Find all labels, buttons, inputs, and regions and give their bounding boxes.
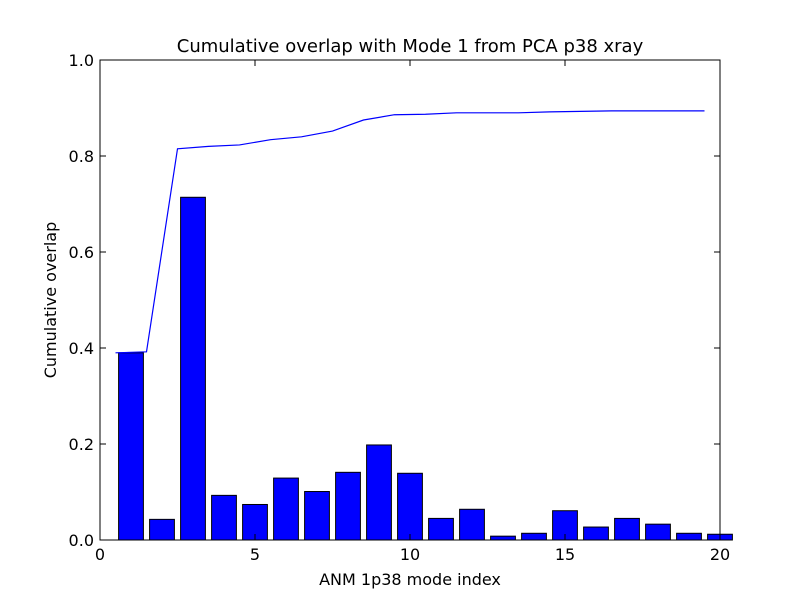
bar-12: [459, 508, 485, 541]
y-tick-label-0: 0.0: [69, 531, 94, 550]
x-tick-label-0: 0: [95, 545, 105, 564]
bar-11: [428, 517, 454, 541]
x-axis-label: ANM 1p38 mode index: [319, 570, 501, 589]
x-tick-label-3: 15: [555, 545, 575, 564]
x-tick-label-2: 10: [400, 545, 420, 564]
line-layer: [115, 110, 705, 354]
y-tick-label-5: 1.0: [69, 51, 94, 70]
bar-3: [180, 196, 206, 541]
bar-7: [304, 491, 330, 541]
y-axis-label: Cumulative overlap: [41, 222, 60, 379]
bar-10: [397, 472, 423, 541]
y-tick-label-4: 0.8: [69, 147, 94, 166]
x-tick-label-1: 5: [250, 545, 260, 564]
x-tick-label-4: 20: [710, 545, 730, 564]
y-tick-label-3: 0.6: [69, 243, 94, 262]
bar-13: [490, 535, 516, 541]
bar-19: [676, 532, 702, 541]
bar-6: [273, 477, 299, 541]
bar-14: [521, 532, 547, 541]
cumulative-overlap-line: [115, 110, 705, 354]
bar-1: [118, 352, 144, 541]
bar-17: [614, 517, 640, 541]
bar-4: [211, 494, 237, 541]
y-tick-label-2: 0.4: [69, 339, 94, 358]
bar-16: [583, 526, 609, 541]
plot-frame: [99, 59, 721, 541]
bar-2: [149, 518, 175, 541]
bar-8: [335, 471, 361, 541]
ticks-layer: 0 5 10 15 20 0.0 0.2 0.4 0.6 0.8 1.0: [69, 51, 731, 564]
chart-title: Cumulative overlap with Mode 1 from PCA …: [177, 36, 644, 57]
bar-18: [645, 523, 671, 541]
y-tick-label-1: 0.2: [69, 435, 94, 454]
bars-layer: [118, 196, 733, 541]
bar-9: [366, 444, 392, 541]
